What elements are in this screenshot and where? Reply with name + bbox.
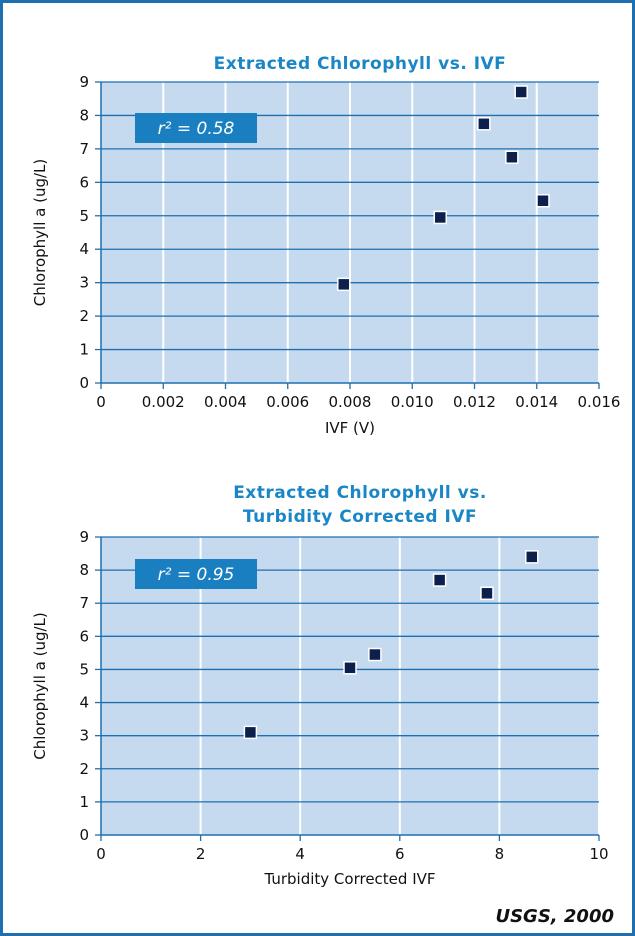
data-point xyxy=(432,573,447,587)
y-tick-label: 9 xyxy=(79,528,89,546)
r-squared-box xyxy=(135,113,257,143)
y-tick-label: 0 xyxy=(79,826,89,844)
x-tick-label: 4 xyxy=(295,845,305,863)
x-tick-label: 0.010 xyxy=(391,393,434,411)
data-point xyxy=(514,85,528,99)
y-tick-label: 1 xyxy=(79,793,89,811)
y-tick-label: 2 xyxy=(79,307,89,325)
x-tick-label: 6 xyxy=(395,845,405,863)
chart-turbidity-corrected-ivf: Extracted Chlorophyll vs. Turbidity Corre… xyxy=(31,483,609,888)
y-tick-label: 6 xyxy=(79,173,89,191)
y-tick-label: 0 xyxy=(79,374,89,392)
data-point xyxy=(536,193,550,208)
chart-ivf: Extracted Chlorophyll vs. IVF 0 1 2 3 4 5 6 7 8 9 0… xyxy=(31,54,621,437)
r-squared-box xyxy=(135,559,257,589)
r-squared-label: r² = 0.58 xyxy=(158,119,235,139)
data-point xyxy=(368,647,382,662)
x-tick-label: 0.012 xyxy=(453,393,496,411)
source-credit: USGS, 2000 xyxy=(495,906,614,927)
y-tick-label: 4 xyxy=(79,240,89,258)
data-point xyxy=(337,277,351,292)
y-tick-label: 7 xyxy=(79,140,89,158)
chart-title: Extracted Chlorophyll vs. IVF xyxy=(214,54,507,74)
y-tick-label: 8 xyxy=(79,561,89,579)
x-tick-label: 10 xyxy=(589,845,608,863)
x-tick-label: 0.014 xyxy=(515,393,558,411)
y-tick-label: 5 xyxy=(79,660,89,678)
x-tick-label: 0.006 xyxy=(266,393,309,411)
y-tick-label: 9 xyxy=(79,73,89,91)
x-tick-label: 2 xyxy=(196,845,206,863)
x-axis-label: IVF (V) xyxy=(325,419,375,437)
data-point xyxy=(480,586,494,601)
y-tick-label: 2 xyxy=(79,760,89,778)
data-point xyxy=(433,210,448,225)
y-tick-label: 6 xyxy=(79,627,89,645)
y-axis-label: Chlorophyll a (ug/L) xyxy=(31,159,49,306)
data-point xyxy=(243,725,258,740)
data-point xyxy=(505,150,519,164)
r-squared-label: r² = 0.95 xyxy=(158,565,235,585)
x-axis-label: Turbidity Corrected IVF xyxy=(263,870,435,888)
x-tick-label: 0.008 xyxy=(329,393,372,411)
data-point xyxy=(525,550,539,564)
x-tick-label: 0.004 xyxy=(204,393,247,411)
y-tick-label: 4 xyxy=(79,694,89,712)
x-tick-label: 8 xyxy=(495,845,505,863)
y-tick-label: 3 xyxy=(79,727,89,745)
data-point xyxy=(477,117,491,131)
y-tick-label: 7 xyxy=(79,594,89,612)
x-tick-label: 0 xyxy=(96,393,106,411)
y-tick-label: 3 xyxy=(79,274,89,292)
y-axis-label: Chlorophyll a (ug/L) xyxy=(31,612,49,759)
y-tick-label: 8 xyxy=(79,106,89,124)
chart-title: Extracted Chlorophyll vs. xyxy=(233,483,487,503)
data-point xyxy=(343,661,357,675)
chart-title: Turbidity Corrected IVF xyxy=(243,507,477,527)
x-tick-label: 0 xyxy=(96,845,106,863)
y-tick-label: 5 xyxy=(79,207,89,225)
y-tick-label: 1 xyxy=(79,341,89,359)
x-tick-label: 0.016 xyxy=(578,393,621,411)
x-tick-label: 0.002 xyxy=(142,393,185,411)
